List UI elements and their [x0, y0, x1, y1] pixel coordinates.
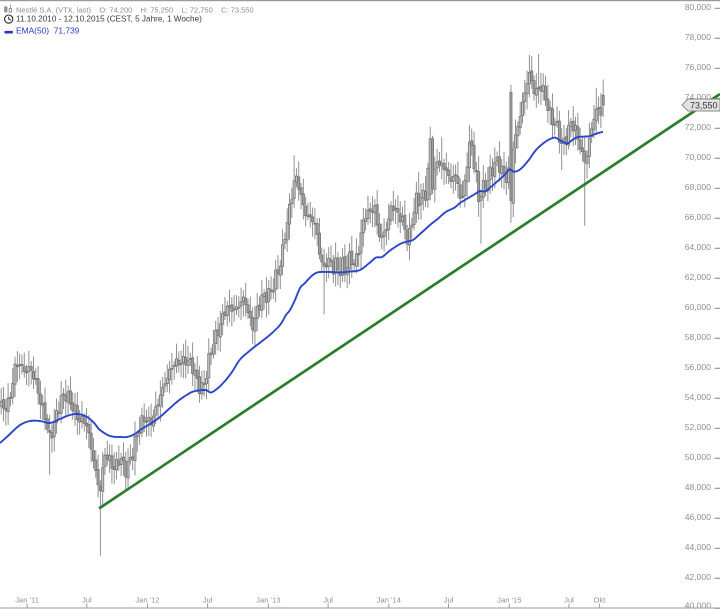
svg-text:48,000: 48,000: [685, 482, 712, 492]
svg-text:EMA(50) 71,739: EMA(50) 71,739: [16, 26, 80, 36]
svg-text:60,000: 60,000: [685, 302, 712, 312]
svg-text:73,550: 73,550: [690, 100, 718, 110]
svg-text:Nestlé S.A. (VTX, last) O:: Nestlé S.A. (VTX, last) O: 74,200 H: 75,…: [16, 5, 254, 14]
svg-text:58,000: 58,000: [685, 332, 712, 342]
svg-text:Jul: Jul: [323, 596, 333, 605]
svg-text:64,000: 64,000: [685, 242, 712, 252]
svg-text:44,000: 44,000: [685, 542, 712, 552]
svg-text:Jul: Jul: [564, 596, 574, 605]
svg-text:68,000: 68,000: [685, 182, 712, 192]
svg-text:Jan '13: Jan '13: [256, 596, 280, 605]
svg-text:Jan '12: Jan '12: [135, 596, 159, 605]
svg-text:Jan '14: Jan '14: [377, 596, 401, 605]
svg-text:Okt: Okt: [593, 596, 606, 605]
svg-text:Jul: Jul: [203, 596, 213, 605]
svg-text:42,000: 42,000: [685, 572, 712, 582]
svg-text:80,000: 80,000: [685, 2, 712, 12]
svg-text:76,000: 76,000: [685, 62, 712, 72]
svg-text:52,000: 52,000: [685, 422, 712, 432]
svg-text:62,000: 62,000: [685, 272, 712, 282]
svg-text:72,000: 72,000: [685, 122, 712, 132]
svg-text:54,000: 54,000: [685, 392, 712, 402]
svg-text:66,000: 66,000: [685, 212, 712, 222]
svg-text:11.10.2010 - 12.10.2015 (CEST,: 11.10.2010 - 12.10.2015 (CEST, 5 Jahre, …: [16, 15, 202, 24]
svg-text:Jul: Jul: [82, 596, 92, 605]
svg-text:56,000: 56,000: [685, 362, 712, 372]
svg-text:50,000: 50,000: [685, 452, 712, 462]
svg-text:40,000: 40,000: [685, 601, 712, 609]
svg-text:Jul: Jul: [444, 596, 454, 605]
svg-text:70,000: 70,000: [685, 152, 712, 162]
svg-text:46,000: 46,000: [685, 512, 712, 522]
svg-text:Jan '15: Jan '15: [497, 596, 521, 605]
svg-text:74,000: 74,000: [685, 92, 712, 102]
svg-text:Jan '11: Jan '11: [15, 596, 39, 605]
svg-text:78,000: 78,000: [685, 32, 712, 42]
